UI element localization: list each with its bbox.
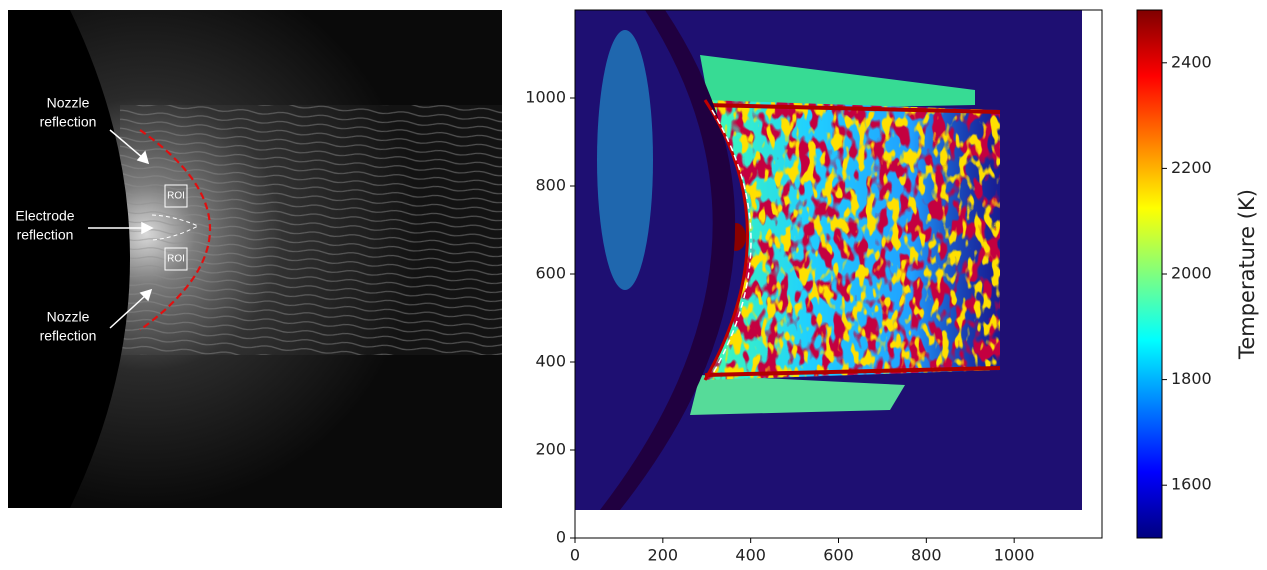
annotation: Nozzle: [47, 309, 90, 325]
white-dashed-boundary: [711, 109, 752, 376]
nozzle-disk: [8, 10, 130, 508]
y-tick-label: 800: [535, 176, 566, 195]
x-tick-label: 200: [648, 546, 679, 565]
colorbar-tick-label: 1600: [1171, 475, 1212, 494]
roi-box: [164, 184, 188, 208]
plume-speckle: [705, 100, 1000, 380]
annotation: reflection: [40, 114, 97, 130]
annotation: reflection: [40, 328, 97, 344]
y-tick-label: 400: [535, 352, 566, 371]
red-dashed-boundary: [139, 129, 212, 331]
annotation: Nozzle: [47, 95, 90, 111]
roi-box: [164, 247, 188, 271]
photo-panel: ROI ROI Nozzle reflection Electrode refl…: [8, 10, 502, 508]
y-tick-label: 600: [535, 264, 566, 283]
left-speckle-region: [597, 30, 653, 290]
colorbar-label: Temperature (K): [1235, 189, 1259, 360]
hot-edge: [704, 103, 1001, 114]
nozzle-edge: [703, 99, 749, 381]
colorbar-tick-label: 1800: [1171, 369, 1212, 388]
arrows: [88, 129, 154, 329]
roi-label: ROI: [167, 191, 185, 202]
x-tick-label: 0: [570, 546, 580, 565]
x-tick-label: 800: [911, 546, 942, 565]
colorbar-tick-label: 2400: [1171, 52, 1212, 71]
plume-stripes: [120, 105, 502, 355]
heatmap-image: [575, 10, 1082, 510]
y-tick-label: 0: [556, 528, 566, 547]
y-tick-label: 1000: [525, 88, 566, 107]
colorbar-tick-label: 2000: [1171, 264, 1212, 283]
nozzle-shadow: [600, 10, 736, 510]
hot-edge: [704, 366, 1001, 377]
roi-label: ROI: [167, 254, 185, 265]
x-tick-label: 600: [823, 546, 854, 565]
annotation: reflection: [17, 227, 74, 243]
x-tick-label: 1000: [994, 546, 1035, 565]
colorbar: [1136, 9, 1163, 539]
x-tick-label: 400: [735, 546, 766, 565]
lower-band: [690, 375, 905, 415]
plume-band: [120, 105, 502, 355]
y-tick-label: 200: [535, 440, 566, 459]
annotation: Electrode: [15, 208, 74, 224]
upper-band: [700, 55, 975, 110]
colorbar-tick-label: 2200: [1171, 158, 1212, 177]
